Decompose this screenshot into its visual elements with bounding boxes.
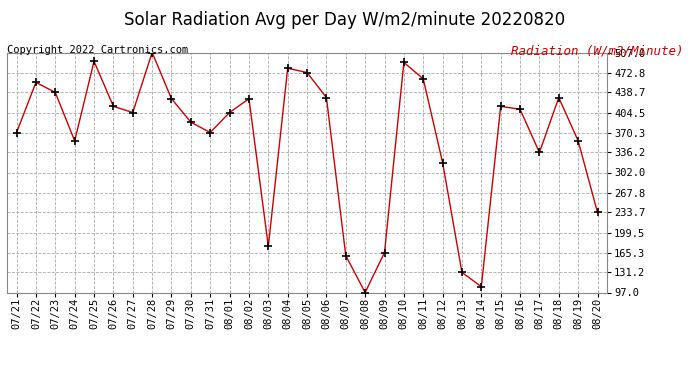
- Text: Solar Radiation Avg per Day W/m2/minute 20220820: Solar Radiation Avg per Day W/m2/minute …: [124, 11, 566, 29]
- Text: Radiation (W/m2/Minute): Radiation (W/m2/Minute): [511, 45, 683, 58]
- Text: Copyright 2022 Cartronics.com: Copyright 2022 Cartronics.com: [7, 45, 188, 55]
